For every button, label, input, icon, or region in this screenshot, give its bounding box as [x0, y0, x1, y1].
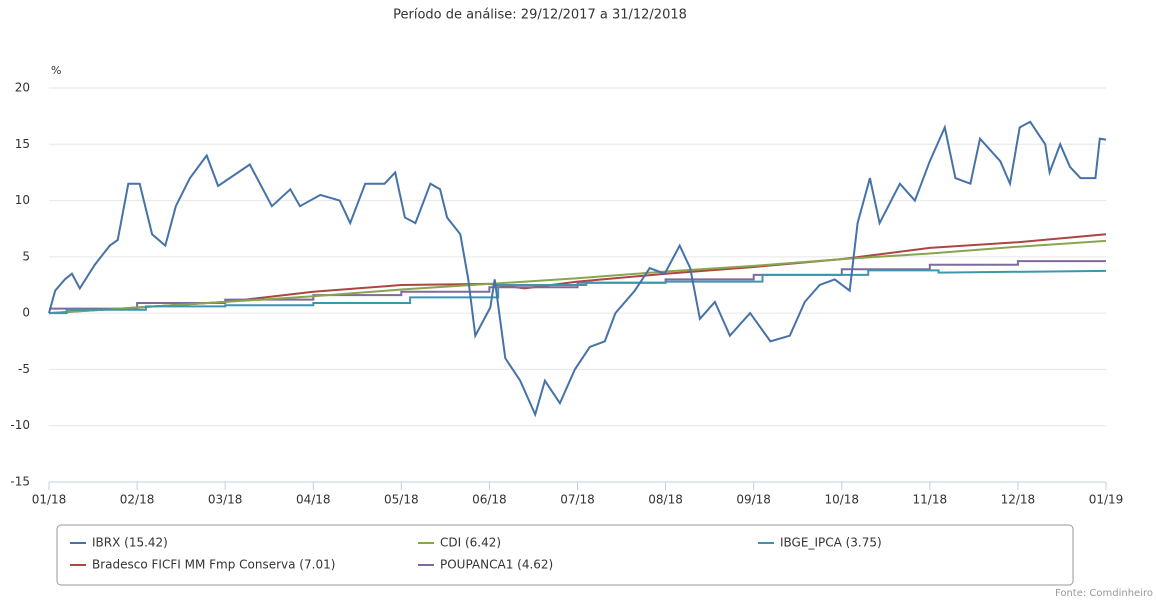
y-tick-label: 10	[15, 193, 30, 207]
y-tick-label: -15	[10, 475, 30, 489]
x-tick-label: 07/18	[560, 493, 595, 507]
legend-label: IBRX (15.42)	[92, 536, 168, 550]
y-tick-label: -5	[18, 362, 30, 376]
x-tick-label: 09/18	[736, 493, 771, 507]
x-tick-label: 01/18	[32, 493, 67, 507]
x-tick-label: 03/18	[208, 493, 243, 507]
legend-label: CDI (6.42)	[440, 536, 501, 550]
y-tick-label: 5	[22, 249, 30, 263]
series-line	[48, 233, 1107, 315]
series-line	[48, 239, 1107, 315]
x-tick-label: 01/19	[1089, 493, 1124, 507]
x-tick-label: 05/18	[384, 493, 419, 507]
y-tick-label: 15	[15, 137, 30, 151]
legend-box	[56, 524, 1074, 586]
source: Fonte: Comdinheiro	[1055, 588, 1153, 599]
y-tick-label: -10	[10, 418, 30, 432]
x-tick-label: 11/18	[913, 493, 948, 507]
x-tick-label: 04/18	[296, 493, 331, 507]
x-tick-label: 02/18	[120, 493, 155, 507]
y-axis-label: %	[51, 64, 61, 77]
x-tick-label: 12/18	[1001, 493, 1036, 507]
legend-label: IBGE_IPCA (3.75)	[780, 536, 882, 550]
legend-label: POUPANCA1 (4.62)	[440, 558, 553, 572]
x-tick-label: 08/18	[648, 493, 683, 507]
y-tick-label: 20	[15, 81, 30, 95]
series-line	[49, 269, 1107, 315]
x-tick-label: 10/18	[824, 493, 859, 507]
y-tick-label: 0	[22, 306, 30, 320]
x-tick-label: 06/18	[472, 493, 507, 507]
chart-title: Período de análise: 29/12/2017 a 31/12/2…	[393, 8, 687, 23]
legend-label: Bradesco FICFI MM Fmp Conserva (7.01)	[92, 558, 335, 572]
series-line	[48, 120, 1107, 418]
